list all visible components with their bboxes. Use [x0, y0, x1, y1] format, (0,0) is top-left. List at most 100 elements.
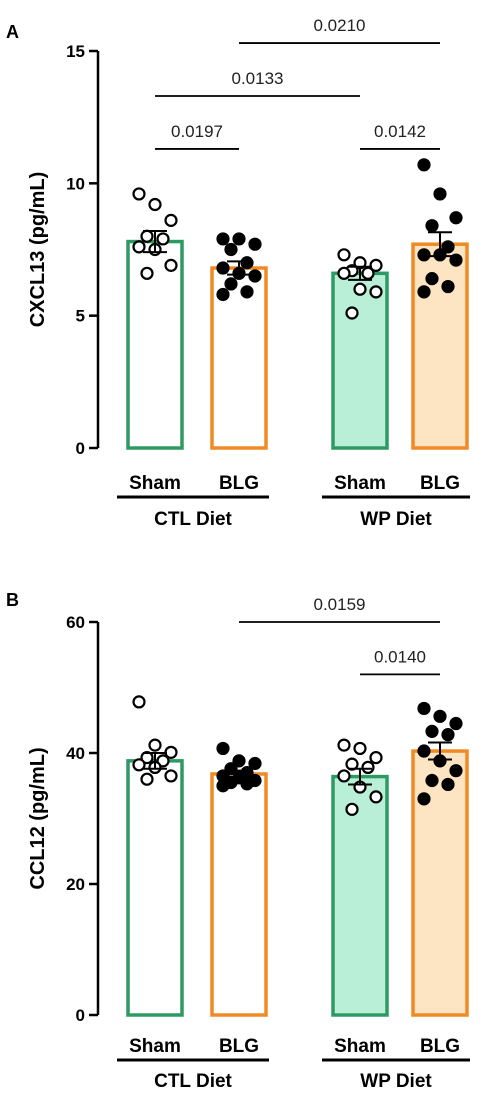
- data-point: [369, 258, 383, 272]
- x-category-label: Sham: [129, 473, 181, 494]
- data-point: [345, 802, 359, 816]
- data-point: [417, 701, 431, 716]
- group-label: WP Diet: [360, 509, 432, 530]
- x-category-label: BLG: [420, 1036, 460, 1057]
- data-point: [164, 769, 178, 783]
- group-label: WP Diet: [360, 1071, 432, 1092]
- data-point: [132, 187, 146, 201]
- data-point: [449, 764, 463, 778]
- data-point: [216, 779, 230, 793]
- data-point: [248, 269, 262, 283]
- bar-sham: [126, 239, 184, 450]
- y-tick-label: 60: [66, 613, 85, 632]
- data-point: [337, 769, 351, 783]
- data-point: [216, 261, 230, 275]
- y-tick-label: 5: [76, 307, 85, 326]
- y-axis-label: CCL12 (pg/mL): [27, 747, 49, 889]
- data-point: [240, 285, 254, 299]
- y-tick-label: 10: [66, 174, 85, 193]
- data-point: [449, 716, 463, 731]
- data-point: [240, 777, 254, 791]
- x-category-label: Sham: [334, 1036, 386, 1057]
- p-value-label: 0.0140: [374, 647, 426, 666]
- data-point: [353, 282, 367, 296]
- data-point: [425, 724, 439, 738]
- data-point: [345, 306, 359, 320]
- data-point: [417, 285, 431, 299]
- x-category-label: BLG: [420, 473, 460, 494]
- y-axis-label: CXCL13 (pg/mL): [27, 172, 49, 328]
- data-point: [337, 266, 351, 280]
- data-point: [132, 240, 146, 254]
- data-point: [417, 744, 431, 758]
- data-point: [240, 256, 254, 270]
- bar-sham: [126, 759, 184, 1017]
- data-point: [449, 211, 463, 225]
- data-point: [417, 158, 431, 172]
- p-value-label: 0.0133: [232, 69, 284, 88]
- data-point: [425, 219, 439, 233]
- data-point: [441, 777, 455, 792]
- data-point: [441, 240, 455, 254]
- data-point: [216, 741, 230, 756]
- data-point: [132, 758, 146, 772]
- data-point: [337, 738, 351, 752]
- x-category-label: Sham: [129, 1036, 181, 1057]
- data-point: [224, 242, 238, 257]
- bar-sham: [331, 774, 389, 1017]
- bar-sham: [331, 271, 389, 450]
- bar-blg: [411, 242, 469, 450]
- chart-panel-b: B CCL12 (pg/mL) 0 20 40 60 Sham BLG Sham BLG CTL D…: [6, 590, 470, 1092]
- data-point: [369, 285, 383, 299]
- data-point: [164, 258, 178, 272]
- data-point: [449, 253, 463, 267]
- x-category-label: Sham: [334, 473, 386, 494]
- p-value-label: 0.0142: [374, 122, 426, 141]
- data-point: [224, 277, 238, 291]
- data-point: [216, 232, 230, 246]
- data-point: [164, 213, 178, 227]
- y-tick-label: 15: [66, 42, 85, 61]
- data-point: [425, 773, 439, 788]
- bar-blg: [411, 749, 469, 1017]
- data-point: [441, 279, 455, 294]
- data-point: [361, 760, 375, 775]
- panel-letter: A: [6, 22, 19, 42]
- data-point: [232, 754, 246, 768]
- y-tick-label: 0: [76, 1006, 85, 1025]
- y-tick-label: 20: [66, 875, 85, 894]
- data-point: [337, 248, 351, 262]
- data-point: [417, 792, 431, 806]
- data-point: [248, 756, 262, 771]
- data-point: [140, 229, 154, 243]
- x-category-label: BLG: [219, 1036, 259, 1057]
- data-point: [140, 266, 154, 280]
- data-point: [433, 709, 447, 723]
- data-point: [353, 741, 367, 756]
- group-label: CTL Diet: [154, 509, 232, 530]
- data-point: [433, 187, 447, 201]
- data-point: [148, 738, 162, 752]
- data-point: [441, 728, 455, 742]
- panel-letter: B: [6, 590, 19, 610]
- data-point: [361, 266, 375, 280]
- data-point: [425, 272, 439, 286]
- data-point: [148, 197, 162, 212]
- data-point: [156, 232, 170, 246]
- data-point: [140, 772, 154, 786]
- y-tick-label: 40: [66, 744, 85, 763]
- data-point: [248, 237, 262, 251]
- p-value-label: 0.0159: [314, 595, 366, 614]
- data-point: [369, 790, 383, 804]
- x-category-label: BLG: [219, 473, 259, 494]
- data-point: [417, 248, 431, 262]
- p-value-label: 0.0210: [314, 16, 366, 35]
- chart-panel-a: A CXCL13 (pg/mL) 0 5 10 15 Sham BLG Sham BLG CTL D…: [6, 16, 470, 530]
- data-point: [216, 287, 230, 302]
- data-point: [369, 750, 383, 765]
- y-tick-label: 0: [76, 439, 85, 458]
- bar-blg: [210, 772, 268, 1017]
- data-point: [232, 232, 246, 246]
- p-value-label: 0.0197: [171, 122, 223, 141]
